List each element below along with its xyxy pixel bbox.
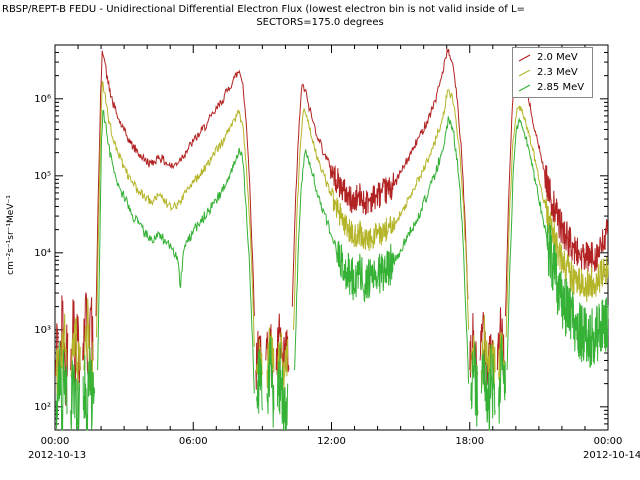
series-line-2.85-MeV bbox=[393, 116, 470, 384]
series-line-2.85-MeV bbox=[82, 347, 96, 431]
legend-label: 2.3 MeV bbox=[537, 67, 578, 78]
x-tick-label: 12:00 bbox=[317, 436, 346, 447]
legend-marker-icon bbox=[518, 53, 531, 62]
legend: 2.0 MeV 2.3 MeV 2.85 MeV bbox=[512, 47, 594, 98]
series-line-2.85-MeV bbox=[256, 349, 263, 414]
series-line-2.3-MeV bbox=[96, 80, 255, 347]
x-tick-label: 00:00 bbox=[41, 436, 70, 447]
y-tick-label: 10⁶ bbox=[34, 94, 51, 105]
legend-label: 2.0 MeV bbox=[537, 52, 578, 63]
series-line-2.85-MeV bbox=[97, 110, 255, 394]
y-tick-label: 10² bbox=[34, 402, 51, 413]
series-line-2.85-MeV bbox=[70, 360, 81, 431]
series-line-2.3-MeV bbox=[545, 198, 609, 302]
x-tick-label: 18:00 bbox=[455, 436, 484, 447]
legend-item: 2.3 MeV bbox=[517, 65, 584, 80]
y-axis-label: cm⁻²s⁻¹sr⁻¹MeV⁻¹ bbox=[6, 195, 16, 275]
plot-frame bbox=[54, 44, 609, 431]
legend-item: 2.0 MeV bbox=[517, 50, 584, 65]
y-tick-label: 10⁵ bbox=[34, 171, 51, 182]
series-line-2.3-MeV bbox=[70, 317, 81, 391]
x-date-right: 2012-10-14 bbox=[583, 450, 640, 461]
legend-item: 2.85 MeV bbox=[517, 80, 584, 95]
x-tick-label: 00:00 bbox=[594, 436, 623, 447]
y-tick-label: 10³ bbox=[34, 325, 51, 336]
series-line-2.85-MeV bbox=[480, 344, 496, 431]
series-line-2.3-MeV bbox=[293, 107, 332, 330]
legend-marker-icon bbox=[518, 83, 531, 92]
series-line-2.85-MeV bbox=[470, 342, 479, 427]
x-tick-label: 06:00 bbox=[179, 436, 208, 447]
legend-marker-icon bbox=[518, 68, 531, 77]
series-line-2.85-MeV bbox=[294, 148, 337, 371]
x-date-left: 2012-10-13 bbox=[28, 450, 86, 461]
series-line-2.3-MeV bbox=[331, 186, 396, 251]
chart-title-line1: RBSP/REPT-B FEDU - Unidirectional Differ… bbox=[2, 4, 525, 15]
series-line-2.0-MeV bbox=[329, 164, 395, 215]
series-line-2.3-MeV bbox=[505, 105, 547, 338]
series-line-2.0-MeV bbox=[291, 83, 331, 307]
series-line-2.0-MeV bbox=[393, 47, 469, 300]
series-line-2.0-MeV bbox=[544, 165, 608, 273]
legend-label: 2.85 MeV bbox=[537, 82, 585, 93]
series-line-2.3-MeV bbox=[55, 313, 67, 397]
series-line-2.85-MeV bbox=[335, 240, 395, 303]
chart-title-line2: SECTORS=175.0 degrees bbox=[256, 17, 384, 28]
series-line-2.0-MeV bbox=[95, 50, 255, 317]
series-line-2.85-MeV bbox=[546, 222, 609, 368]
series-line-2.85-MeV bbox=[276, 342, 289, 431]
y-tick-label: 10⁴ bbox=[34, 248, 51, 259]
series-line-2.0-MeV bbox=[505, 65, 546, 317]
series-line-2.85-MeV bbox=[266, 337, 275, 428]
series-line-2.85-MeV bbox=[498, 335, 506, 424]
series-line-2.85-MeV bbox=[506, 117, 548, 371]
series-line-2.85-MeV bbox=[55, 341, 68, 431]
series-line-2.3-MeV bbox=[394, 88, 470, 330]
